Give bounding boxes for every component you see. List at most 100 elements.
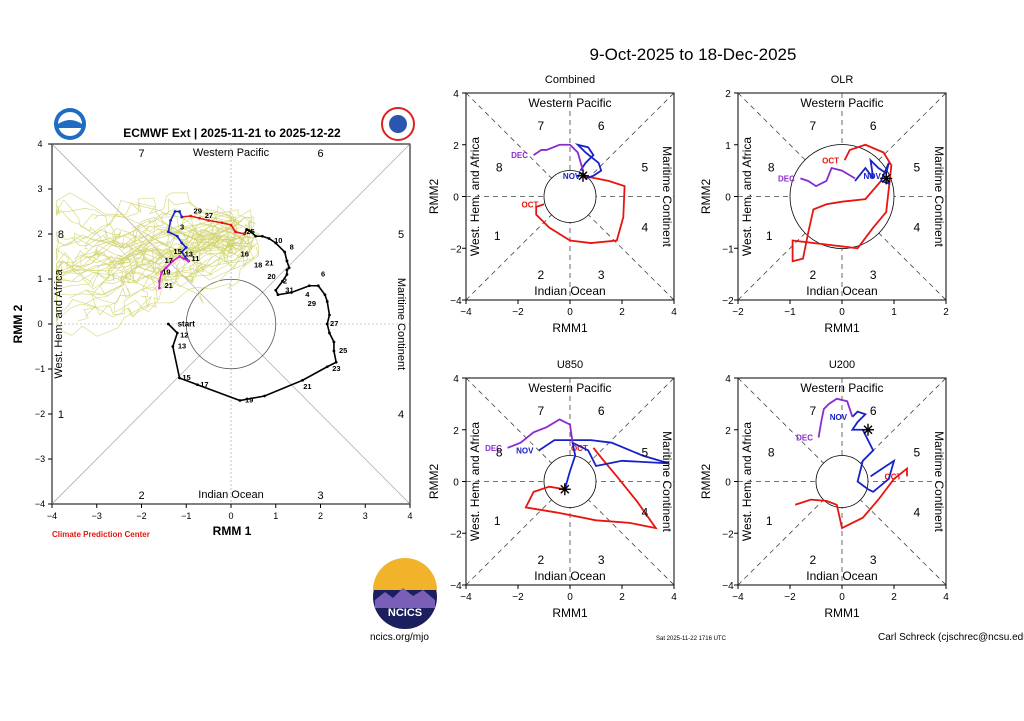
ecmwf-point-week2 <box>220 221 224 225</box>
ensemble-member-line <box>56 223 243 274</box>
panel-series-oct <box>524 447 658 530</box>
ecmwf-phase-number: 8 <box>58 229 64 241</box>
panel-phase-number: 7 <box>538 119 545 133</box>
panel-x-tick-label: 4 <box>671 592 677 603</box>
ecmwf-label-indian-ocean: Indian Ocean <box>198 489 263 501</box>
ecmwf-point-week1 <box>263 394 266 398</box>
panel-label-indian-ocean: Indian Ocean <box>806 569 877 583</box>
ensemble-member-line <box>56 216 256 261</box>
ecmwf-point-week1 <box>175 331 179 335</box>
panel-month-label-oct: OCT <box>822 156 839 165</box>
panel-phase-number: 4 <box>642 221 649 235</box>
ecmwf-point-week1 <box>332 349 336 353</box>
ecmwf-x-tick-label: 2 <box>318 511 323 521</box>
ecmwf-point-week2 <box>229 223 233 227</box>
panel-series-dec <box>533 143 584 171</box>
ecmwf-point-week1 <box>307 284 311 288</box>
panel-phase-number: 1 <box>766 514 773 528</box>
ecmwf-point-week1 <box>178 376 181 380</box>
ecmwf-point-week4 <box>182 257 186 261</box>
panel-ylabel: RMM2 <box>699 179 713 215</box>
ecmwf-phase-number: 3 <box>317 490 323 502</box>
panel-unit-circle <box>789 144 895 249</box>
panel-x-tick-label: −2 <box>512 307 524 318</box>
end-marker-stroke <box>578 171 588 181</box>
ecmwf-point-week1 <box>260 234 264 238</box>
panel-label-western-pacific: Western Pacific <box>528 381 611 395</box>
ecmwf-unit-circle <box>185 278 277 370</box>
ecmwf-day-label: 21 <box>164 281 172 290</box>
ecmwf-phase-number: 7 <box>138 148 144 160</box>
panel-end-marker <box>558 483 571 496</box>
panel-end-marker <box>577 169 589 182</box>
ecmwf-day-label: 12 <box>180 330 188 339</box>
panel-y-tick-label: −4 <box>722 581 734 592</box>
panel-phase-number: 2 <box>538 268 545 282</box>
panel-phase-number: 1 <box>494 514 501 528</box>
panel-month-label-oct: OCT <box>885 472 902 481</box>
ncics-url[interactable]: ncics.org/mjo <box>370 632 429 643</box>
ecmwf-xlabel: RMM 1 <box>213 524 252 538</box>
panel-month-label-nov: NOV <box>516 446 534 455</box>
ecmwf-point-week1 <box>196 383 199 387</box>
panel-phase-number: 2 <box>538 553 545 567</box>
panel-series-dec <box>507 418 574 449</box>
ecmwf-day-label: 8 <box>290 243 294 252</box>
ecmwf-point-week3 <box>178 210 181 213</box>
panel-x-tick-label: −4 <box>732 592 744 603</box>
ensemble-member-line <box>56 192 256 237</box>
panel-xlabel: RMM1 <box>552 321 588 335</box>
panel-x-tick-label: 2 <box>619 592 625 603</box>
ecmwf-day-label: 18 <box>254 261 262 270</box>
panel-phase-number: 6 <box>598 119 605 133</box>
panel-phase-number: 7 <box>538 404 545 418</box>
ecmwf-day-label: 19 <box>245 396 253 405</box>
ecmwf-point-week3 <box>180 250 184 254</box>
ecmwf-point-week1 <box>285 273 289 276</box>
panel-phase-number: 8 <box>496 161 503 175</box>
ecmwf-day-label: 3 <box>180 222 184 231</box>
panel-x-tick-label: −2 <box>784 592 796 603</box>
ecmwf-day-label: 25 <box>339 346 347 355</box>
ecmwf-point-week4 <box>160 270 164 274</box>
ecmwf-point-week1 <box>325 365 329 369</box>
ecmwf-point-week4 <box>158 279 161 283</box>
ecmwf-point-week1 <box>334 360 338 364</box>
ensemble-member-line <box>56 246 260 337</box>
panel-x-tick-label: −1 <box>784 307 796 318</box>
cpc-credit: Climate Prediction Center <box>52 530 150 539</box>
panel-y-tick-label: 0 <box>453 478 459 489</box>
ensemble-member-line <box>82 192 243 227</box>
ecmwf-point-week1 <box>328 313 331 317</box>
panel-x-tick-label: 2 <box>943 307 949 318</box>
panel-month-label-nov: NOV <box>864 172 882 181</box>
ecmwf-point-week3 <box>180 215 184 219</box>
panel-label-west-hem-africa: West. Hem. and Africa <box>740 422 754 541</box>
panel-phase-number: 8 <box>768 161 775 175</box>
ecmwf-day-label: 2 <box>283 276 287 285</box>
ensemble-member-line <box>55 220 242 254</box>
ecmwf-phase-diagram: 1213151719212325272931246810202118162527… <box>35 139 413 521</box>
panel-phase-number: 3 <box>598 553 605 567</box>
ecmwf-x-tick-label: −3 <box>92 511 102 521</box>
ecmwf-y-tick-label: −2 <box>35 409 45 419</box>
panel-series-dec <box>800 166 856 188</box>
ecmwf-y-tick-label: 1 <box>37 274 42 284</box>
panel-month-label-dec: DEC <box>511 151 528 160</box>
panel-y-tick-label: 4 <box>725 374 731 385</box>
ecmwf-day-label: 20 <box>267 272 275 281</box>
ensemble-member-line <box>56 244 246 318</box>
ensemble-member-line <box>97 228 247 277</box>
ecmwf-point-week1 <box>245 228 249 231</box>
panel-phase-number: 2 <box>810 268 817 282</box>
panel-end-marker <box>862 423 874 436</box>
ecmwf-day-label: 29 <box>308 299 316 308</box>
ecmwf-y-tick-label: −3 <box>35 454 45 464</box>
ecmwf-point-week1 <box>283 250 287 254</box>
ecmwf-start-label: start <box>178 319 196 328</box>
ecmwf-y-tick-label: 0 <box>37 319 42 329</box>
ensemble-member-line <box>56 243 258 281</box>
ecmwf-point-week1 <box>285 268 289 272</box>
ecmwf-y-tick-label: 2 <box>37 229 42 239</box>
panel-label-west-hem-africa: West. Hem. and Africa <box>740 137 754 256</box>
